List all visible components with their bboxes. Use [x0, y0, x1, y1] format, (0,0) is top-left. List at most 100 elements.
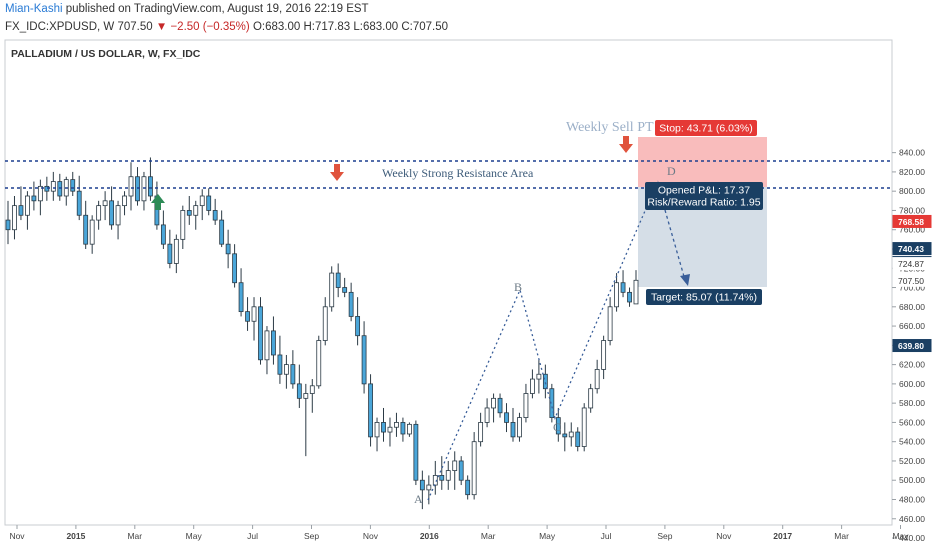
candle-body: [355, 316, 361, 337]
candle-body: [361, 335, 367, 385]
candle-body: [258, 306, 263, 361]
price-tick-label: 600.00: [899, 379, 925, 389]
time-tick-label: Nov: [363, 531, 379, 541]
candle-body: [607, 306, 613, 341]
candle: [167, 229, 173, 269]
candle: [225, 229, 231, 269]
candle-body: [413, 423, 419, 481]
candle: [238, 268, 244, 317]
price-tick-label: 520.00: [899, 456, 925, 466]
candle-body: [303, 393, 309, 399]
candle-body: [536, 373, 542, 380]
candle-body: [342, 287, 348, 293]
candle-body: [458, 460, 464, 481]
time-tick-label: Jul: [247, 531, 258, 541]
candle-body: [109, 200, 114, 226]
candle: [368, 374, 373, 447]
time-axis[interactable]: Nov 2015 Mar May Jul Sep Nov 2016 Mar May Jul Sep No…: [9, 525, 909, 541]
candle-body: [581, 407, 587, 447]
point-b-label: B: [514, 280, 522, 294]
candle: [491, 393, 496, 423]
candle: [199, 189, 205, 221]
candle-body: [148, 176, 153, 197]
price-tag-box: [892, 339, 932, 353]
candle: [588, 383, 594, 413]
candle-body: [245, 311, 250, 322]
point-c-label: C: [553, 420, 561, 434]
candle-body: [283, 364, 289, 375]
candle-body: [406, 423, 412, 435]
candle: [549, 383, 555, 423]
candle: [316, 335, 322, 389]
time-tick-label: May: [186, 531, 203, 541]
price-tick-label: 580.00: [899, 398, 925, 408]
candle: [510, 407, 516, 442]
candle: [400, 417, 406, 442]
candle-body: [439, 475, 445, 481]
candle: [445, 460, 451, 490]
candle-body: [614, 282, 619, 308]
candle: [601, 335, 607, 380]
candle: [387, 417, 393, 447]
candle: [361, 321, 367, 394]
candle-body: [50, 181, 56, 192]
projection-arrow-line: [664, 209, 686, 281]
candle: [594, 359, 600, 394]
price-tick-label: 800.00: [899, 186, 925, 196]
time-tick-label: Mar: [481, 531, 496, 541]
time-tick-label: Mar: [127, 531, 142, 541]
candle: [180, 205, 186, 249]
candle: [562, 422, 568, 452]
target-label-text: Target: 85.07 (11.74%): [651, 292, 757, 304]
candle-body: [135, 176, 140, 202]
time-tick-label: 2016: [420, 531, 439, 541]
sell-label: Weekly Sell PT: [566, 120, 654, 135]
candle-body: [510, 422, 516, 438]
candle: [536, 359, 542, 394]
candle-body: [225, 243, 231, 255]
candle: [128, 162, 134, 211]
candle-body: [568, 431, 574, 438]
time-tick-label: May: [892, 531, 909, 541]
candle: [555, 407, 561, 442]
position-zones: [638, 137, 767, 287]
last-price: 707.50: [117, 21, 153, 33]
candle: [413, 420, 419, 486]
candle: [633, 270, 639, 305]
candle-body: [419, 479, 425, 491]
author-link[interactable]: Mian-Kashi: [5, 3, 63, 15]
price-change: −2.50 (−0.35%): [170, 21, 250, 33]
price-tick-label: 780.00: [899, 205, 925, 215]
price-tag-box: [892, 257, 932, 271]
position-labels: Stop: 43.71 (6.03%) Opened P&L: 17.37 Ri…: [645, 120, 763, 305]
target-label-box: [646, 289, 762, 305]
candle-body: [89, 219, 95, 245]
candle-body: [115, 205, 121, 226]
candle: [309, 379, 315, 413]
drawing-overlays: Weekly Strong Resistance Area Weekly Sel…: [5, 120, 892, 506]
candle: [212, 198, 218, 225]
candle: [394, 412, 399, 437]
publish-line: Mian-Kashi published on TradingView.com,…: [5, 3, 369, 15]
price-tick-label: 500.00: [899, 475, 925, 485]
ohlc-close: C:707.50: [401, 21, 449, 33]
candle: [141, 171, 147, 211]
candle: [355, 297, 361, 346]
stop-label-text: Stop: 43.71 (6.03%): [659, 123, 752, 135]
candle: [109, 186, 114, 230]
candle-body: [601, 340, 607, 370]
candle: [607, 297, 613, 346]
candle-body: [76, 190, 82, 216]
candle: [575, 427, 581, 452]
candle: [102, 191, 108, 221]
candle-body: [426, 484, 432, 491]
candle: [439, 456, 445, 490]
price-tick-label: 660.00: [899, 321, 925, 331]
time-tick-label: May: [539, 531, 556, 541]
candle-body: [173, 238, 179, 264]
candle: [426, 475, 432, 505]
candle-body: [394, 422, 399, 428]
candle-body: [251, 306, 257, 322]
